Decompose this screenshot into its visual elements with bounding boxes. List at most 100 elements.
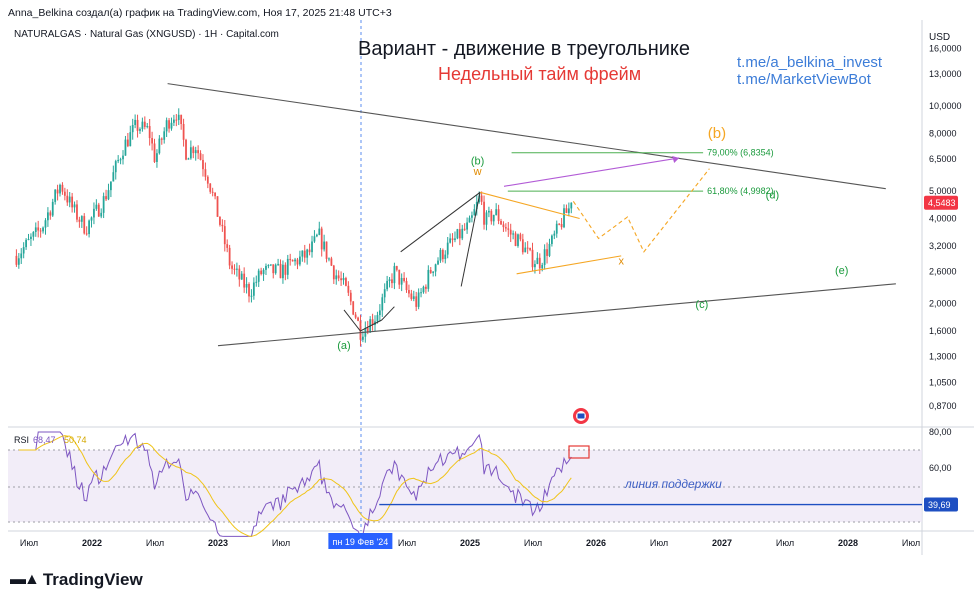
candle-body (565, 208, 568, 214)
candle-body (260, 270, 263, 275)
orange-channel-lower (516, 255, 622, 275)
candle-body (289, 258, 292, 261)
candle-body (328, 258, 330, 260)
rsi-tick: 80,00 (929, 427, 952, 437)
candle-body (546, 249, 548, 256)
candle-body (378, 310, 381, 316)
wave-label: (b) (708, 125, 726, 142)
candle-body (170, 122, 173, 129)
candle-body (354, 314, 357, 318)
candle-body (330, 258, 333, 266)
candle-body (517, 234, 519, 246)
candle-body (408, 290, 410, 294)
telegram-link-1[interactable]: t.me/a_belkina_invest (737, 54, 883, 71)
candle-body (417, 292, 420, 307)
timeframe-subtitle: Недельный тайм фрейм (438, 64, 642, 84)
candle-body (466, 222, 468, 230)
tradingview-logo-icon: ▬▲ (10, 571, 40, 588)
time-tick: Июл (146, 538, 164, 548)
price-tick: 4,0000 (929, 214, 957, 224)
candle-body (216, 196, 219, 217)
telegram-links[interactable]: t.me/a_belkina_invest t.me/MarketViewBot (737, 54, 882, 88)
candle-body (236, 268, 238, 270)
time-tick: Июл (272, 538, 290, 548)
candle-body (134, 119, 137, 126)
candle-body (521, 239, 524, 253)
candle-body (349, 292, 352, 302)
rsi-label: RSI (14, 435, 29, 445)
time-tick: 2022 (82, 538, 102, 548)
candle-body (93, 208, 95, 218)
candle-body (80, 216, 83, 222)
candle-body (560, 224, 563, 228)
rsi-band (8, 450, 922, 522)
candle-body (226, 244, 229, 248)
candle-body (323, 241, 326, 250)
publish-line: Anna_Belkina создал(а) график на Trading… (8, 7, 392, 19)
candle-body (27, 238, 30, 240)
time-tick: Июл (902, 538, 920, 548)
candle-body (189, 147, 192, 159)
candle-body (163, 131, 166, 140)
wave-b-leg-line (460, 192, 481, 287)
candle-body (279, 263, 282, 279)
candle-body (502, 224, 505, 228)
rsi-support-badge (924, 497, 958, 512)
candle-body (524, 247, 527, 253)
candle-body (345, 278, 347, 286)
candle-body (219, 216, 221, 225)
candle-body (567, 208, 570, 214)
axes-layer: 16,0000 13,0000 10,0000 8,0000 6,5000 5,0000 4… (20, 43, 962, 549)
candle-body (223, 226, 226, 245)
candle-body (301, 250, 304, 257)
candle-body (197, 150, 200, 154)
candle-body (434, 264, 437, 272)
candle-body (488, 210, 490, 213)
candle-body (371, 319, 374, 326)
telegram-link-2[interactable]: t.me/MarketViewBot (737, 71, 871, 88)
candle-body (456, 229, 459, 239)
candle-body (444, 254, 447, 260)
candle-body (73, 204, 76, 208)
candle-body (485, 212, 488, 225)
candle-body (429, 269, 432, 273)
fib-level-label: 79,00% (6,8354) (707, 148, 774, 158)
candle-body (252, 282, 255, 296)
candle-body (422, 286, 425, 293)
candle-body (548, 243, 551, 256)
candle-body (274, 264, 277, 274)
candle-body (286, 258, 289, 275)
tradingview-logo[interactable]: ▬▲ TradingView (10, 570, 143, 590)
candle-body (454, 238, 456, 241)
candle-body (160, 138, 163, 140)
candle-body (337, 275, 340, 279)
candle-body (441, 249, 444, 260)
candle-body (318, 228, 321, 235)
candle-body (248, 284, 250, 297)
candle-body (299, 256, 301, 265)
candle-body (296, 259, 299, 265)
candle-body (531, 249, 534, 268)
candle-body (347, 285, 350, 293)
candle-body (153, 143, 156, 162)
candle-body (563, 208, 565, 228)
candle-body (400, 277, 403, 285)
candle-body (265, 265, 267, 270)
current-price-text: 4,5483 (928, 198, 956, 208)
price-tick: 1,0500 (929, 378, 957, 388)
symbol-line[interactable]: NATURALGAS · Natural Gas (XNGUSD) · 1Н ·… (14, 29, 279, 40)
price-tick: 8,0000 (929, 128, 957, 138)
candle-body (185, 139, 187, 160)
candle-body (117, 159, 120, 162)
candle-body (51, 201, 54, 216)
candle-body (262, 269, 265, 275)
earnings-flag-icon[interactable] (573, 408, 589, 424)
candle-body (204, 169, 207, 177)
candle-body (536, 257, 539, 265)
candle-body (76, 204, 78, 220)
candle-body (17, 258, 20, 265)
candle-body (497, 209, 500, 221)
time-tick: 2027 (712, 538, 732, 548)
time-tick: 2025 (460, 538, 480, 548)
